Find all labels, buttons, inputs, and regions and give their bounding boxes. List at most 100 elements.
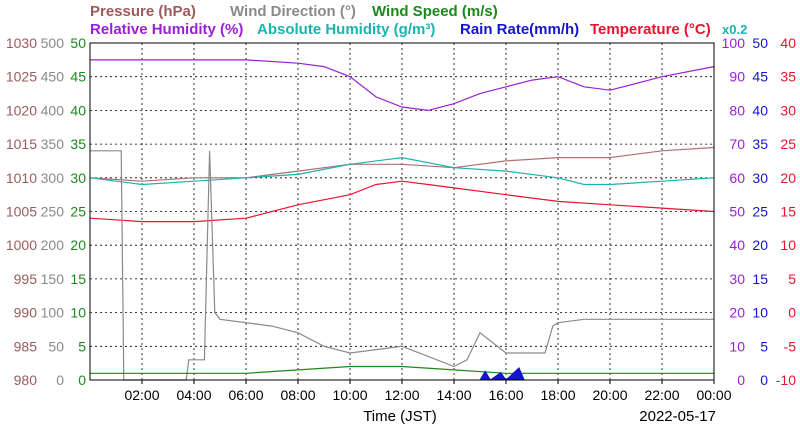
y-tick-absolute-humidity: 40 — [752, 102, 768, 118]
x-tick-label: 06:00 — [228, 387, 263, 403]
y-tick-temperature: 20 — [780, 170, 796, 186]
x-tick-label: 18:00 — [540, 387, 575, 403]
y-tick-temperature: 15 — [780, 204, 796, 220]
y-tick-relative-humidity: 40 — [729, 237, 745, 253]
y-tick-absolute-humidity: 0 — [760, 372, 768, 388]
x-tick-label: 04:00 — [176, 387, 211, 403]
x-tick-label: 02:00 — [124, 387, 159, 403]
y-tick-absolute-humidity: 25 — [752, 204, 768, 220]
y-axes: 1030102510201015101010051000995990985980… — [6, 35, 796, 388]
y-tick-absolute-humidity: 5 — [760, 338, 768, 354]
x-tick-label: 14:00 — [436, 387, 471, 403]
y-tick-wind-speed: 0 — [78, 372, 86, 388]
y-tick-pressure: 1010 — [6, 170, 37, 186]
y-tick-relative-humidity: 60 — [729, 170, 745, 186]
y-tick-wind-direction: 400 — [41, 102, 65, 118]
y-tick-pressure: 1025 — [6, 69, 37, 85]
y-tick-temperature: 40 — [780, 35, 796, 51]
y-tick-wind-speed: 25 — [70, 204, 86, 220]
y-tick-temperature: 0 — [788, 305, 796, 321]
y-tick-wind-speed: 30 — [70, 170, 86, 186]
y-tick-absolute-humidity: 50 — [752, 35, 768, 51]
x-tick-label: 12:00 — [384, 387, 419, 403]
y-tick-pressure: 995 — [14, 271, 38, 287]
y-tick-temperature: -5 — [784, 338, 797, 354]
date-label: 2022-05-17 — [639, 408, 716, 425]
series-wind-direction — [90, 150, 714, 381]
y-tick-temperature: 30 — [780, 102, 796, 118]
y-tick-wind-speed: 15 — [70, 271, 86, 287]
grid — [90, 43, 714, 380]
title-temperature: Temperature (°C) — [590, 21, 711, 38]
series-temperature — [89, 180, 715, 223]
y-tick-pressure: 1030 — [6, 35, 37, 51]
x-tick-label: 22:00 — [644, 387, 679, 403]
y-tick-pressure: 1000 — [6, 237, 37, 253]
x-tick-label: 10:00 — [332, 387, 367, 403]
title-pressure: Pressure (hPa) — [90, 3, 196, 20]
y-tick-relative-humidity: 80 — [729, 102, 745, 118]
y-tick-wind-direction: 200 — [41, 237, 65, 253]
y-tick-pressure: 980 — [14, 372, 38, 388]
y-tick-temperature: -10 — [776, 372, 796, 388]
y-tick-wind-direction: 500 — [41, 35, 65, 51]
x-tick-label: 16:00 — [488, 387, 523, 403]
y-tick-pressure: 1005 — [6, 204, 37, 220]
y-tick-relative-humidity: 90 — [729, 69, 745, 85]
y-tick-wind-speed: 5 — [78, 338, 86, 354]
y-tick-pressure: 1020 — [6, 102, 37, 118]
series-absolute-humidity — [89, 156, 715, 186]
y-tick-wind-direction: 350 — [41, 136, 65, 152]
y-tick-relative-humidity: 100 — [722, 35, 746, 51]
title-relative-humidity: Relative Humidity (%) — [90, 21, 243, 38]
y-tick-wind-speed: 10 — [70, 305, 86, 321]
y-tick-pressure: 1015 — [6, 136, 37, 152]
y-tick-relative-humidity: 50 — [729, 204, 745, 220]
y-tick-wind-direction: 0 — [56, 372, 64, 388]
title-wind-direction: Wind Direction (°) — [230, 3, 356, 20]
series-lines — [89, 59, 715, 381]
y-tick-wind-direction: 50 — [48, 338, 64, 354]
y-tick-wind-direction: 150 — [41, 271, 65, 287]
title-wind-speed: Wind Speed (m/s) — [372, 3, 498, 20]
y-tick-wind-speed: 50 — [70, 35, 86, 51]
series-rain-rate — [479, 367, 525, 381]
y-tick-temperature: 25 — [780, 136, 796, 152]
y-tick-pressure: 990 — [14, 305, 38, 321]
x-tick-label: 08:00 — [280, 387, 315, 403]
plot-frame — [89, 42, 715, 381]
y-tick-absolute-humidity: 35 — [752, 136, 768, 152]
y-tick-wind-speed: 20 — [70, 237, 86, 253]
y-tick-wind-speed: 45 — [70, 69, 86, 85]
series-relative-humidity — [90, 59, 715, 112]
y-tick-absolute-humidity: 20 — [752, 237, 768, 253]
y-tick-wind-speed: 40 — [70, 102, 86, 118]
y-tick-relative-humidity: 10 — [729, 338, 745, 354]
y-tick-relative-humidity: 20 — [729, 305, 745, 321]
x-tick-label: 00:00 — [696, 387, 731, 403]
y-tick-temperature: 35 — [780, 69, 796, 85]
y-tick-wind-speed: 35 — [70, 136, 86, 152]
y-tick-relative-humidity: 70 — [729, 136, 745, 152]
y-tick-relative-humidity: 0 — [737, 372, 745, 388]
y-tick-absolute-humidity: 10 — [752, 305, 768, 321]
y-tick-temperature: 5 — [788, 271, 796, 287]
y-tick-wind-direction: 300 — [41, 170, 65, 186]
title-rain-rate: Rain Rate(mm/h) — [460, 21, 579, 38]
rain-scale-note: x0.2 — [722, 22, 747, 37]
y-tick-temperature: 10 — [780, 237, 796, 253]
title-absolute-humidity: Absolute Humidity (g/m³) — [257, 21, 435, 38]
y-tick-absolute-humidity: 45 — [752, 69, 768, 85]
y-tick-wind-direction: 100 — [41, 305, 65, 321]
y-tick-pressure: 985 — [14, 338, 38, 354]
x-axis-label: Time (JST) — [363, 408, 437, 425]
y-tick-relative-humidity: 30 — [729, 271, 745, 287]
y-tick-absolute-humidity: 30 — [752, 170, 768, 186]
y-tick-wind-direction: 250 — [41, 204, 65, 220]
y-tick-absolute-humidity: 15 — [752, 271, 768, 287]
series-pressure — [89, 146, 715, 182]
y-tick-wind-direction: 450 — [41, 69, 65, 85]
x-axis: 02:00 04:00 06:00 08:00 10:00 12:00 14:00 16:00… — [124, 380, 732, 403]
